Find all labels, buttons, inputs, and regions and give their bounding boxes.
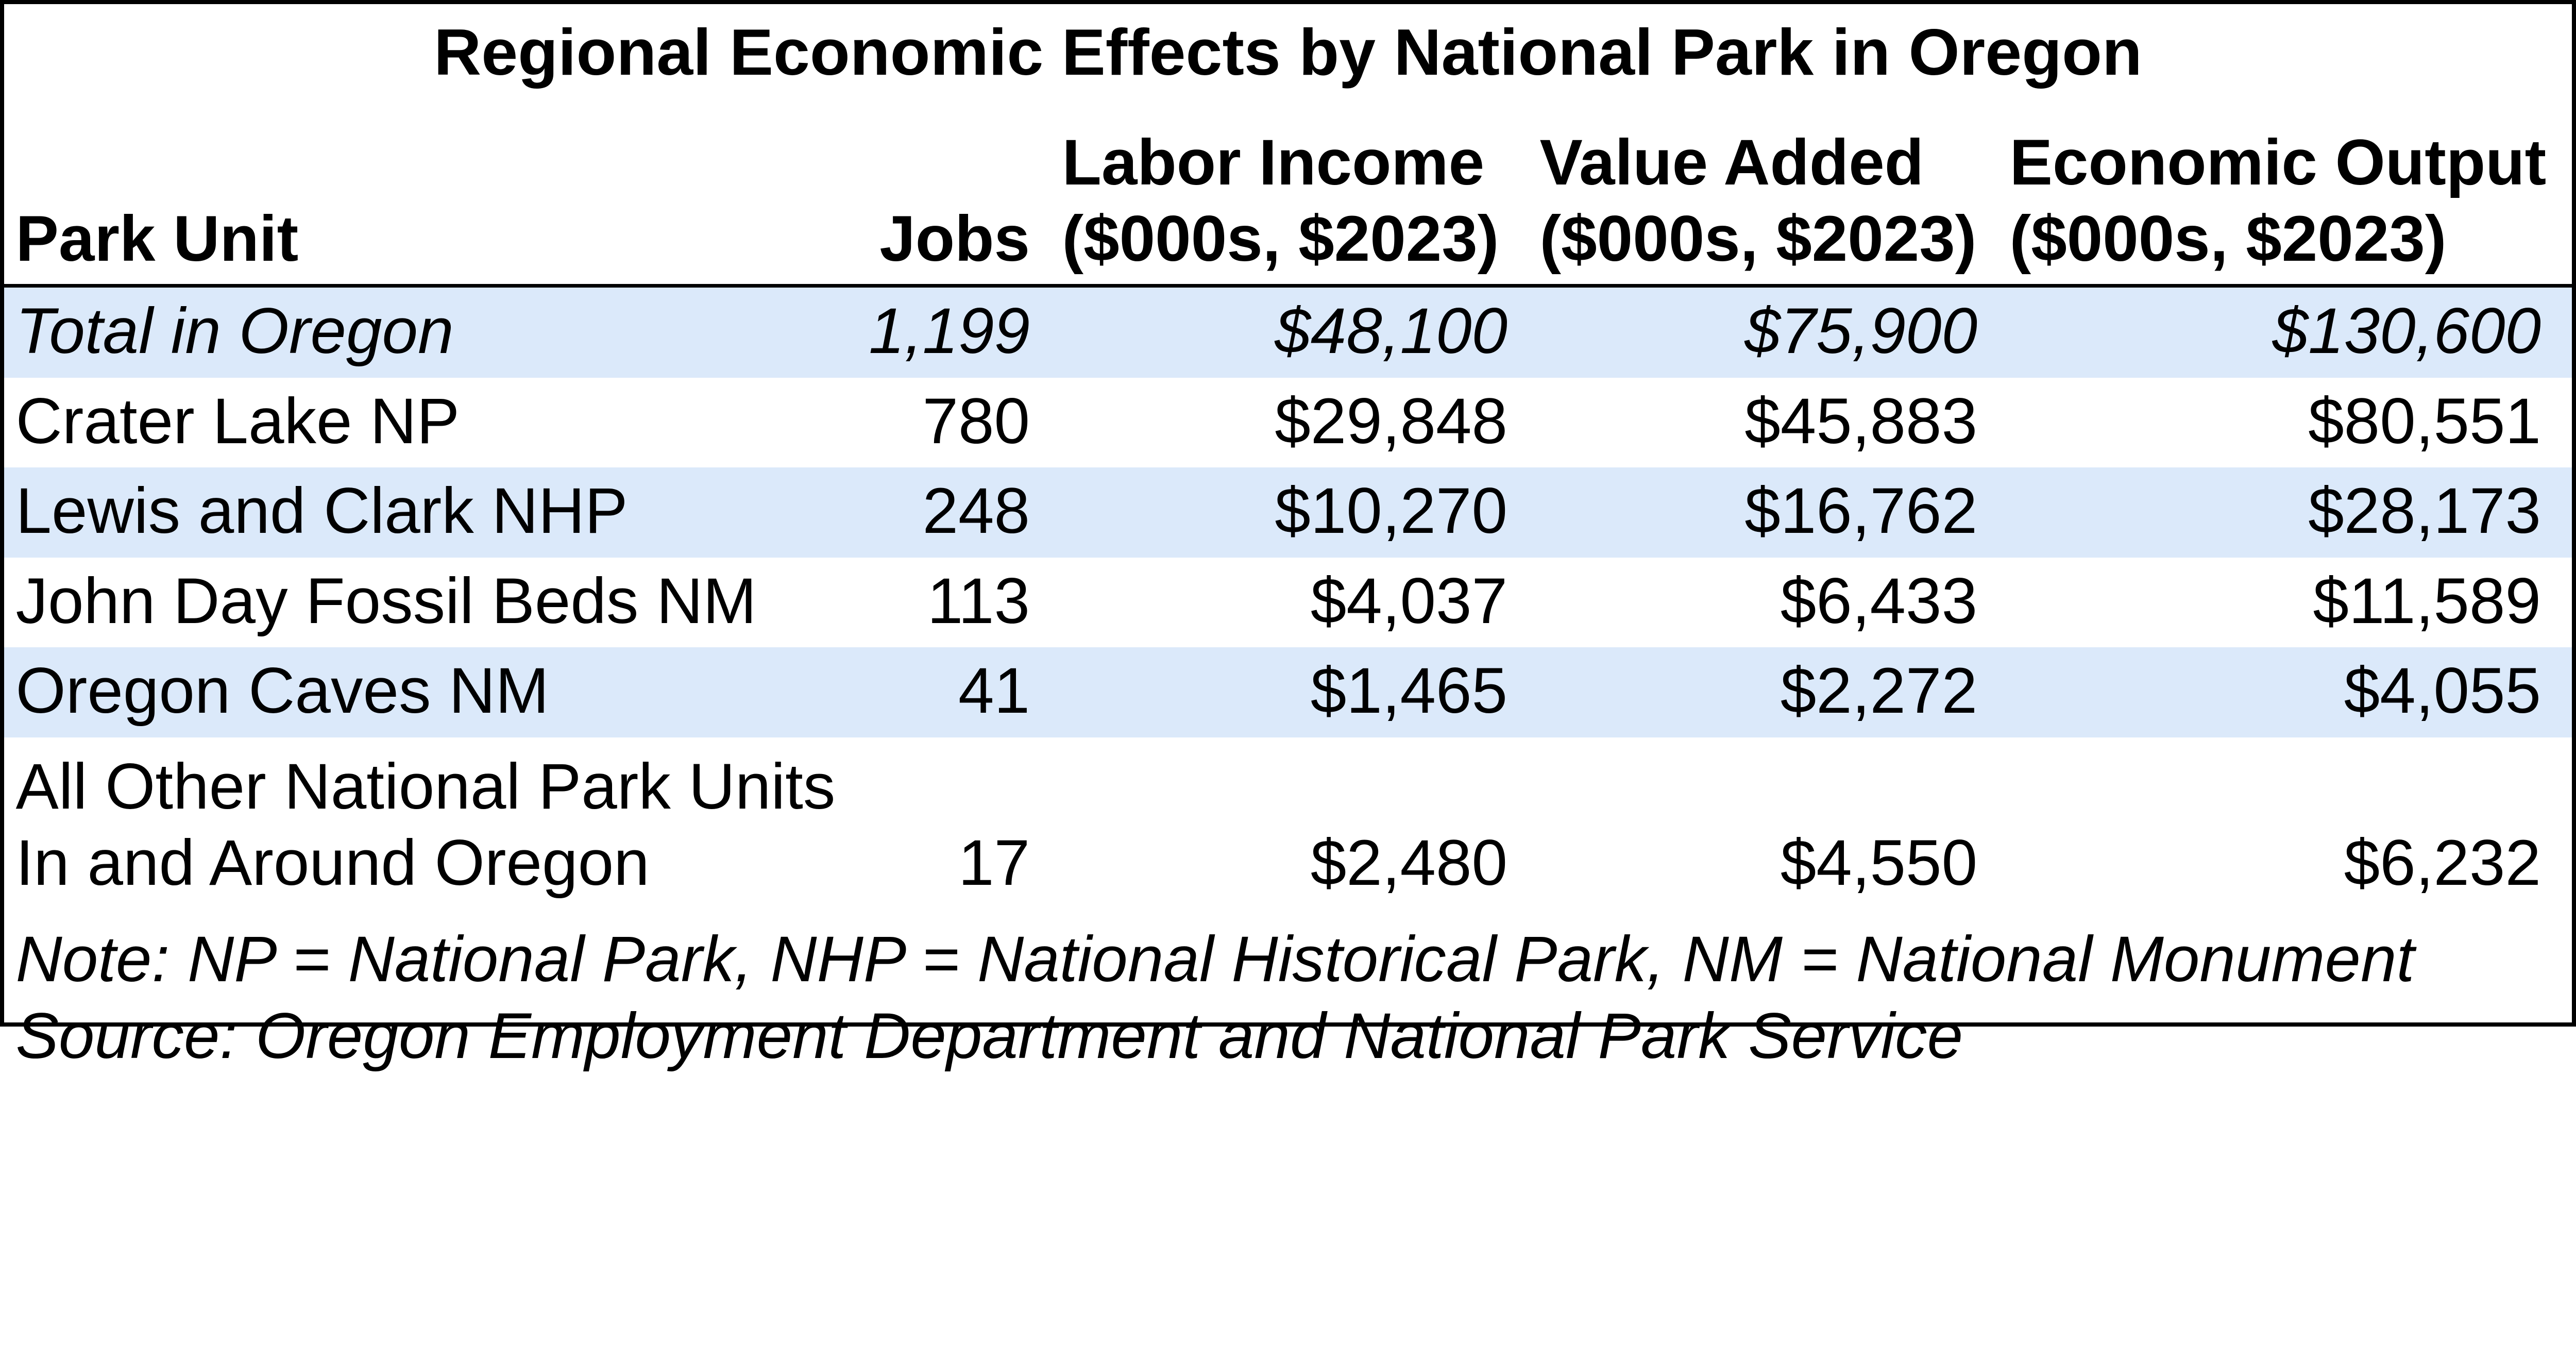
col-header-label: Labor Income xyxy=(1062,127,1485,199)
col-header-label: Value Added xyxy=(1539,127,1924,199)
table-title: Regional Economic Effects by National Pa… xyxy=(434,16,2142,89)
cell-jobs: 41 xyxy=(851,647,1044,737)
col-header-label: Jobs xyxy=(879,203,1030,275)
cell-labor-income: $2,480 xyxy=(1310,827,1508,899)
cell-park-unit: All Other National Park Units In and Aro… xyxy=(15,751,836,899)
col-header-label: Economic Output xyxy=(2009,127,2547,199)
cell-park-unit: Oregon Caves NM xyxy=(4,647,852,737)
cell-economic-output: $6,232 xyxy=(2344,827,2541,899)
cell-value-added: $75,900 xyxy=(1521,286,1992,378)
col-header-park-unit: Park Unit xyxy=(4,94,852,288)
cell-value-added: $6,433 xyxy=(1780,565,1978,637)
table-row: Lewis and Clark NHP 248 $10,270 $16,762 $28,… xyxy=(4,467,2572,558)
table-row: John Day Fossil Beds NM 113 $4,037 $6,433 $1… xyxy=(4,558,2572,648)
cell-economic-output: $28,173 xyxy=(1991,467,2572,558)
cell-labor-income: $10,270 xyxy=(1044,467,1522,558)
cell-value-added: $4,550 xyxy=(1780,827,1978,899)
cell-park-unit: John Day Fossil Beds NM xyxy=(15,565,757,637)
table-header-row: Park Unit Jobs Labor Income ($000s, $202… xyxy=(4,94,2572,288)
table-row: Oregon Caves NM 41 $1,465 $2,272 $4,055 xyxy=(4,647,2572,737)
col-header-sublabel: ($000s, $2023) xyxy=(1062,203,1499,275)
cell-value-added: $2,272 xyxy=(1521,647,1992,737)
cell-jobs: 1,199 xyxy=(851,286,1044,378)
cell-park-unit: Crater Lake NP xyxy=(15,385,460,457)
cell-park-unit: Total in Oregon xyxy=(4,286,852,378)
cell-economic-output: $130,600 xyxy=(1991,286,2572,378)
cell-labor-income: $48,100 xyxy=(1044,286,1522,378)
cell-labor-income: $1,465 xyxy=(1044,647,1522,737)
cell-value-added: $16,762 xyxy=(1521,467,1992,558)
cell-labor-income: $29,848 xyxy=(1275,385,1508,457)
col-header-sublabel: ($000s, $2023) xyxy=(1539,203,1977,275)
col-header-jobs: Jobs xyxy=(851,94,1044,288)
table-row: Total in Oregon 1,199 $48,100 $75,900 $130,6… xyxy=(4,286,2572,378)
economic-effects-table: Park Unit Jobs Labor Income ($000s, $202… xyxy=(4,94,2572,909)
cell-jobs: 17 xyxy=(958,827,1030,899)
cell-economic-output: $11,589 xyxy=(2313,565,2541,637)
table-row: Crater Lake NP 780 $29,848 $45,883 $80,551 xyxy=(4,378,2572,468)
cell-jobs: 248 xyxy=(851,467,1044,558)
table-row: All Other National Park Units In and Aro… xyxy=(4,737,2572,910)
col-header-label: Park Unit xyxy=(15,203,299,275)
col-header-economic-output: Economic Output ($000s, $2023) xyxy=(1991,94,2572,288)
col-header-labor-income: Labor Income ($000s, $2023) xyxy=(1044,94,1522,288)
cell-jobs: 113 xyxy=(927,565,1030,637)
cell-jobs: 780 xyxy=(922,385,1030,457)
cell-value-added: $45,883 xyxy=(1744,385,1978,457)
cell-labor-income: $4,037 xyxy=(1310,565,1508,637)
col-header-sublabel: ($000s, $2023) xyxy=(2009,203,2447,275)
cell-park-unit: Lewis and Clark NHP xyxy=(4,467,852,558)
table-note: Note: NP = National Park, NHP = National… xyxy=(15,923,2415,995)
table-source: Source: Oregon Employment Department and… xyxy=(15,1000,1963,1072)
col-header-value-added: Value Added ($000s, $2023) xyxy=(1521,94,1992,288)
economic-effects-table-container: Regional Economic Effects by National Pa… xyxy=(0,0,2576,1072)
cell-economic-output: $80,551 xyxy=(2308,385,2541,457)
table-body: Total in Oregon 1,199 $48,100 $75,900 $130,6… xyxy=(4,286,2572,910)
cell-economic-output: $4,055 xyxy=(1991,647,2572,737)
